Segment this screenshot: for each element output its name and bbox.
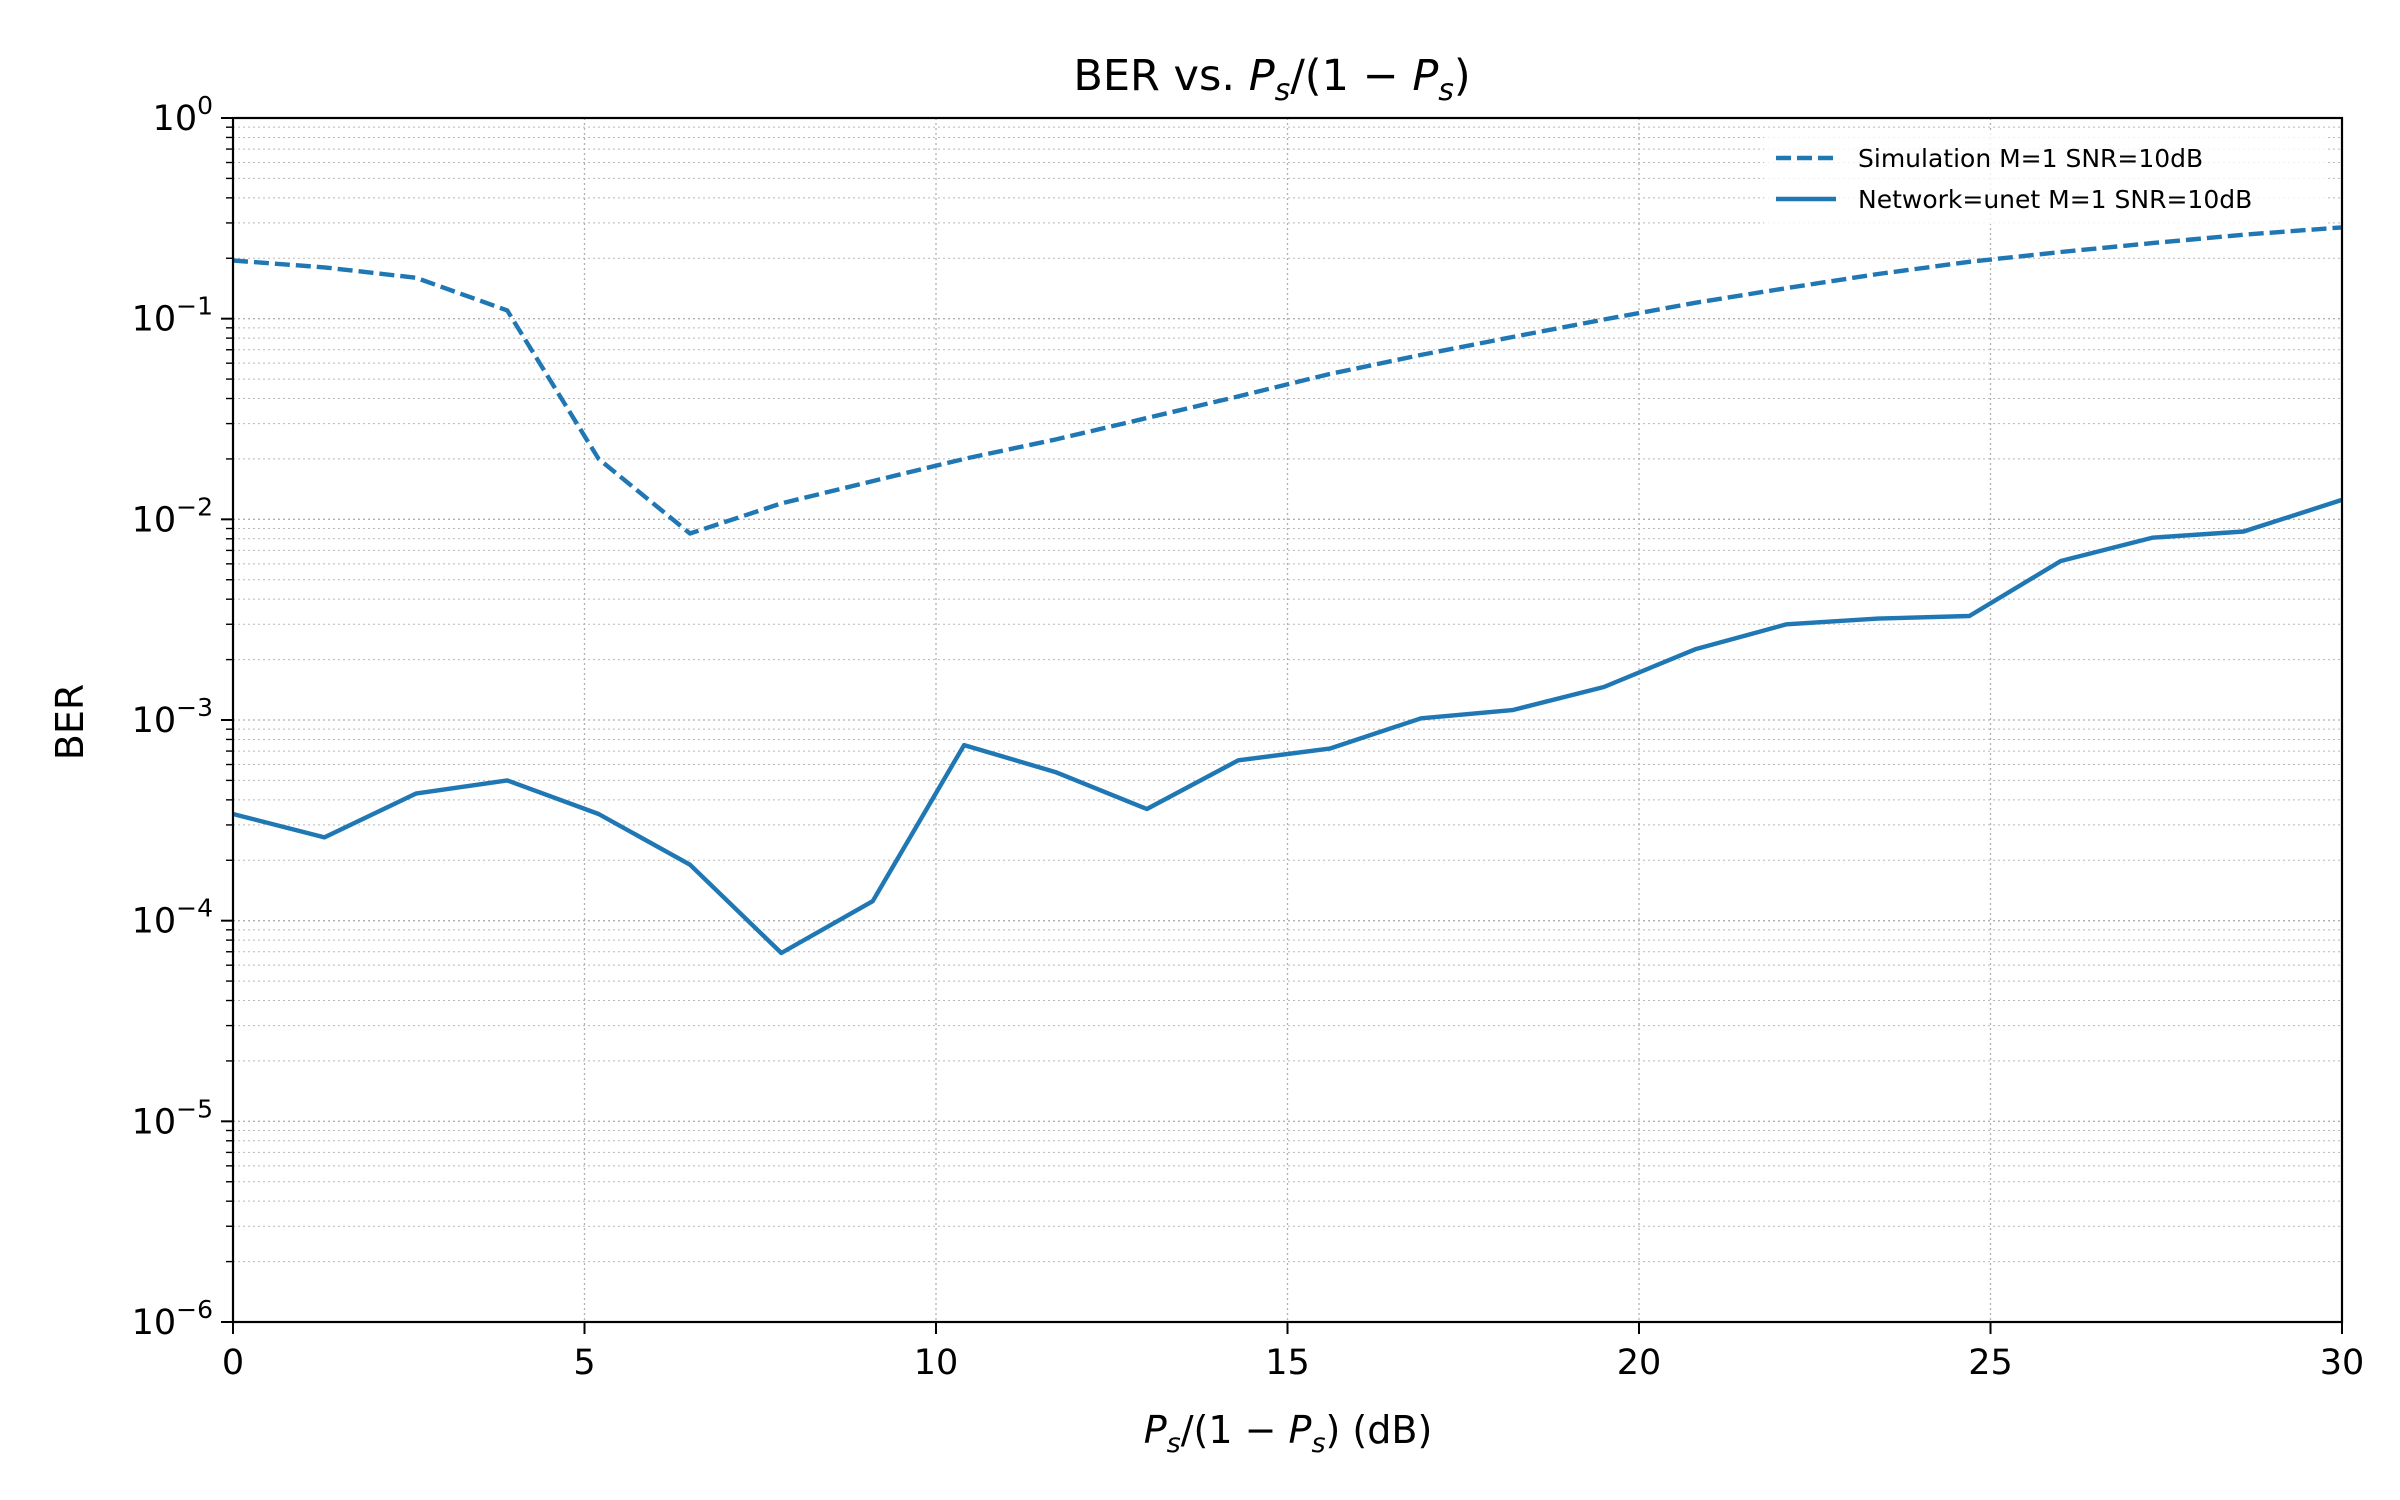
chart-title: BER vs. Ps/(1 − Ps) [1073,51,1470,108]
x-tick-label: 30 [2320,1343,2365,1383]
y-axis-label: BER [48,684,92,760]
x-tick-label: 10 [914,1343,959,1383]
y-tick-label: 10−2 [132,492,213,540]
y-tick-label: 10−1 [132,292,213,340]
x-tick-label: 20 [1617,1343,1662,1383]
x-tick-label: 25 [1968,1343,2013,1383]
legend-label-network: Network=unet M=1 SNR=10dB [1858,185,2252,214]
series-network-line [232,497,2343,956]
x-axis-label: Ps/(1 − Ps) (dB) [1144,1408,1433,1459]
y-tick-label: 10−6 [132,1295,213,1343]
plot-area [232,225,2343,956]
series-simulation-line [232,225,2343,536]
legend-label-simulation: Simulation M=1 SNR=10dB [1858,144,2203,173]
y-tick-label: 100 [153,91,213,139]
x-tick-label: 5 [573,1343,595,1383]
legend: Simulation M=1 SNR=10dB Network=unet M=1… [1764,132,2326,224]
y-tick-label: 10−5 [132,1094,213,1142]
y-tick-label: 10−4 [132,894,213,942]
axis-ticks: 10−6 10−5 10−4 10−3 10−2 10−1 100 0 5 10 15 20 25 30 [132,91,2365,1383]
x-tick-label: 0 [222,1343,244,1383]
legend-box [1764,132,2326,224]
x-tick-label: 15 [1265,1343,1310,1383]
y-tick-label: 10−3 [132,693,213,741]
